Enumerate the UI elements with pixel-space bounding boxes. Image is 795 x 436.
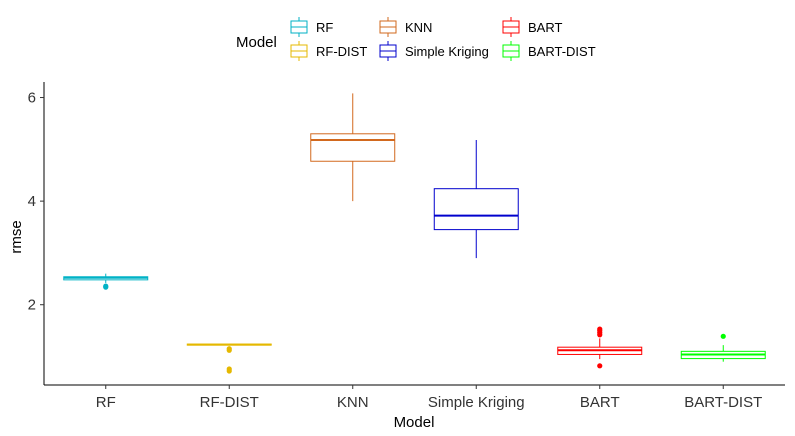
- legend: Model RF RF-DIST KNN Simple Kriging BART BART…: [236, 17, 596, 61]
- box-group-bart: [557, 326, 643, 369]
- x-tick-label-bart-dist: BART-DIST: [684, 394, 762, 411]
- x-tick-label-rf: RF: [96, 394, 116, 411]
- outlier-rf-dist-1: [226, 347, 232, 353]
- legend-label-rf-dist: RF-DIST: [316, 44, 367, 59]
- legend-key-rf-dist: [290, 41, 308, 61]
- box-group-rf: [63, 273, 149, 290]
- legend-key-simple-kriging: [379, 41, 397, 61]
- x-axis-title: Model: [394, 414, 435, 431]
- legend-label-simple-kriging: Simple Kriging: [405, 44, 489, 59]
- box-group-knn: [310, 93, 396, 202]
- outlier-bart-4: [597, 363, 603, 369]
- axes: 2 4 6 RF RF-DIST KNN Simple Kriging BART BART-DI…: [28, 82, 785, 411]
- legend-label-bart-dist: BART-DIST: [528, 44, 596, 59]
- legend-key-rf: [290, 17, 308, 37]
- legend-key-knn: [379, 17, 397, 37]
- outlier-bart-dist-0: [720, 333, 726, 339]
- y-tick-label-2: 2: [28, 297, 36, 314]
- x-tick-label-bart: BART: [580, 394, 620, 411]
- outlier-bart-3: [597, 326, 603, 332]
- legend-label-knn: KNN: [405, 20, 432, 35]
- box-group-bart-dist: [680, 333, 766, 362]
- box-group-rf-dist: [186, 343, 272, 374]
- y-tick-label-4: 4: [28, 193, 36, 210]
- box-group-simple-kriging: [433, 140, 519, 259]
- outlier-rf-1: [103, 283, 109, 289]
- legend-key-bart-dist: [502, 41, 520, 61]
- y-axis-title: rmse: [8, 220, 25, 253]
- box-simple-kriging: [433, 188, 519, 231]
- legend-key-bart: [502, 17, 520, 37]
- x-tick-label-rf-dist: RF-DIST: [200, 394, 259, 411]
- plot-area: [63, 93, 766, 374]
- x-tick-label-knn: KNN: [337, 394, 369, 411]
- legend-label-rf: RF: [316, 20, 333, 35]
- legend-title: Model: [236, 34, 277, 51]
- box-knn: [310, 133, 396, 162]
- x-tick-label-simple-kriging: Simple Kriging: [428, 394, 525, 411]
- outlier-rf-dist-3: [226, 368, 232, 374]
- y-tick-label-6: 6: [28, 90, 36, 107]
- legend-label-bart: BART: [528, 20, 562, 35]
